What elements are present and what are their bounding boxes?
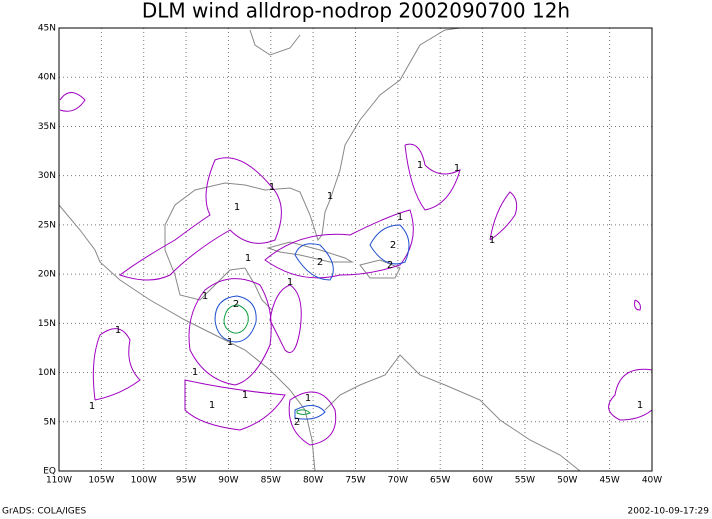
x-tick-label: 100W [131, 476, 157, 486]
y-tick-label: 45N [38, 24, 56, 34]
contour-label: 1 [454, 163, 460, 174]
x-tick-label: 70W [388, 476, 408, 486]
contour [489, 191, 518, 241]
contour-label: 1 [227, 337, 233, 348]
contour-label: 2 [317, 257, 323, 268]
contour [223, 304, 249, 334]
x-tick-label: 90W [218, 476, 238, 486]
contour [294, 405, 326, 420]
contour [404, 143, 461, 211]
contour [296, 409, 311, 415]
coastline [266, 241, 354, 263]
x-tick-label: 40W [642, 476, 662, 486]
coastlines [58, 27, 581, 472]
contours [59, 92, 653, 446]
plot-frame [58, 27, 653, 472]
contour [188, 278, 272, 386]
contour-label: 1 [89, 401, 95, 412]
x-tick-label: 80W [303, 476, 323, 486]
x-tick-label: 65W [430, 476, 450, 486]
y-tick-label: 30N [38, 171, 56, 181]
coastline [249, 29, 301, 56]
contour [264, 209, 414, 279]
contour-label: 1 [115, 325, 121, 336]
contour-label: 1 [287, 277, 293, 288]
contour-label: 1 [327, 191, 333, 202]
contour-labels: 1 1 1 1 1 1 1 1 1 1 2 2 2 2 1 1 1 1 1 1 2 1 1 [89, 160, 643, 428]
contour-label: 2 [390, 240, 396, 251]
contour-label: 1 [489, 235, 495, 246]
contour [214, 295, 257, 343]
y-tick-label: 35N [38, 122, 56, 132]
contour [608, 368, 653, 421]
y-tick-label: 10N [38, 368, 56, 378]
contour [92, 328, 141, 401]
coastline [174, 267, 273, 311]
contour-label: 1 [234, 202, 240, 213]
contour-label: 1 [637, 400, 643, 411]
x-tick-label: 105W [88, 476, 114, 486]
contour [288, 391, 337, 446]
contour-label: 1 [269, 182, 275, 193]
contour-label: 1 [209, 400, 215, 411]
contour-label: 1 [192, 367, 198, 378]
contour-label: 2 [387, 260, 393, 271]
map-title: DLM wind alldrop-nodrop 2002090700 12h [142, 0, 570, 23]
contour [369, 224, 410, 265]
y-tick-label: 5N [44, 417, 56, 427]
contour-label: 1 [397, 212, 403, 223]
coastline [164, 27, 461, 276]
contour-label: 2 [233, 299, 239, 310]
x-tick-label: 45W [599, 476, 619, 486]
x-tick-label: 60W [472, 476, 492, 486]
contour-label: 1 [305, 393, 311, 404]
contour-label: 1 [417, 160, 423, 171]
coastline [324, 354, 581, 472]
contour [184, 379, 286, 431]
x-tick-label: 75W [345, 476, 365, 486]
y-tick-label: EQ [43, 467, 56, 477]
contour-label: 1 [202, 291, 208, 302]
grid [59, 28, 652, 471]
contour [118, 157, 282, 281]
contour [59, 92, 86, 112]
footer-right: 2002-10-09-17:29 [628, 507, 710, 517]
contour-label: 1 [242, 390, 248, 401]
y-tick-label: 25N [38, 220, 56, 230]
x-tick-label: 50W [557, 476, 577, 486]
contour [634, 299, 641, 311]
y-tick-label: 40N [38, 73, 56, 83]
y-tick-label: 20N [38, 270, 56, 280]
contour [294, 243, 334, 281]
contour-label: 1 [245, 253, 251, 264]
contour-label: 2 [294, 417, 300, 428]
x-tick-label: 110W [46, 476, 72, 486]
y-tick-label: 15N [38, 319, 56, 329]
x-tick-label: 85W [261, 476, 281, 486]
coastline [359, 259, 401, 279]
contour [269, 284, 302, 353]
x-tick-label: 95W [176, 476, 196, 486]
footer-left: GrADS: COLA/IGES [2, 507, 86, 517]
coastline [58, 204, 316, 472]
x-tick-label: 55W [515, 476, 535, 486]
